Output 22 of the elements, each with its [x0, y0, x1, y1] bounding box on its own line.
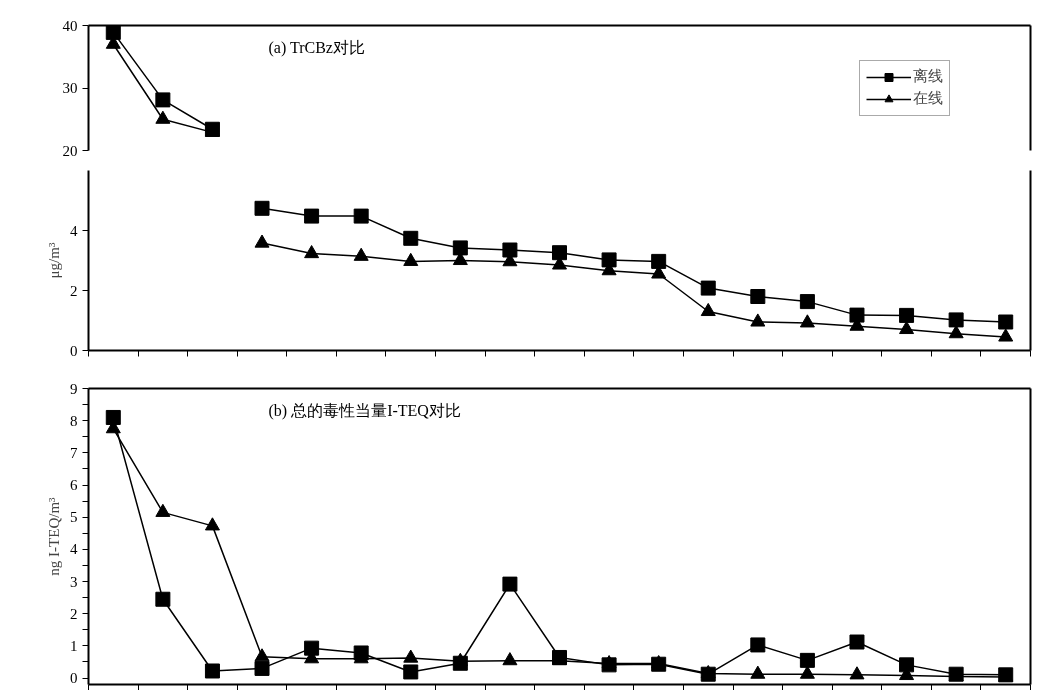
y-tick-label: 8: [70, 412, 78, 429]
y-tick-label: 20: [62, 142, 78, 159]
y-tick-label: 2: [70, 282, 78, 299]
y-axis-title: μg/m³: [46, 242, 62, 279]
y-tick-label: 3: [70, 573, 78, 590]
annotation: (b) 总的毒性当量I-TEQ对比: [268, 401, 461, 420]
y-tick-label: 2: [70, 605, 78, 622]
legend-label: 在线: [913, 89, 943, 108]
annotation: (a) TrCBz对比: [268, 38, 365, 57]
legend-label: 离线: [913, 67, 943, 86]
y-tick-label: 4: [70, 222, 78, 239]
y-tick-label: 1: [70, 637, 78, 654]
y-tick-label: 7: [70, 444, 78, 461]
y-tick-label: 5: [70, 509, 78, 526]
y-tick-label: 6: [70, 477, 78, 494]
y-tick-label: 40: [62, 17, 78, 34]
y-tick-label: 0: [70, 342, 78, 359]
y-tick-label: 0: [70, 670, 78, 687]
y-axis-title: ng I-TEQ/m³: [46, 496, 62, 576]
y-tick-label: 30: [62, 80, 78, 96]
y-tick-label: 9: [70, 380, 78, 397]
y-tick-label: 4: [70, 541, 78, 558]
